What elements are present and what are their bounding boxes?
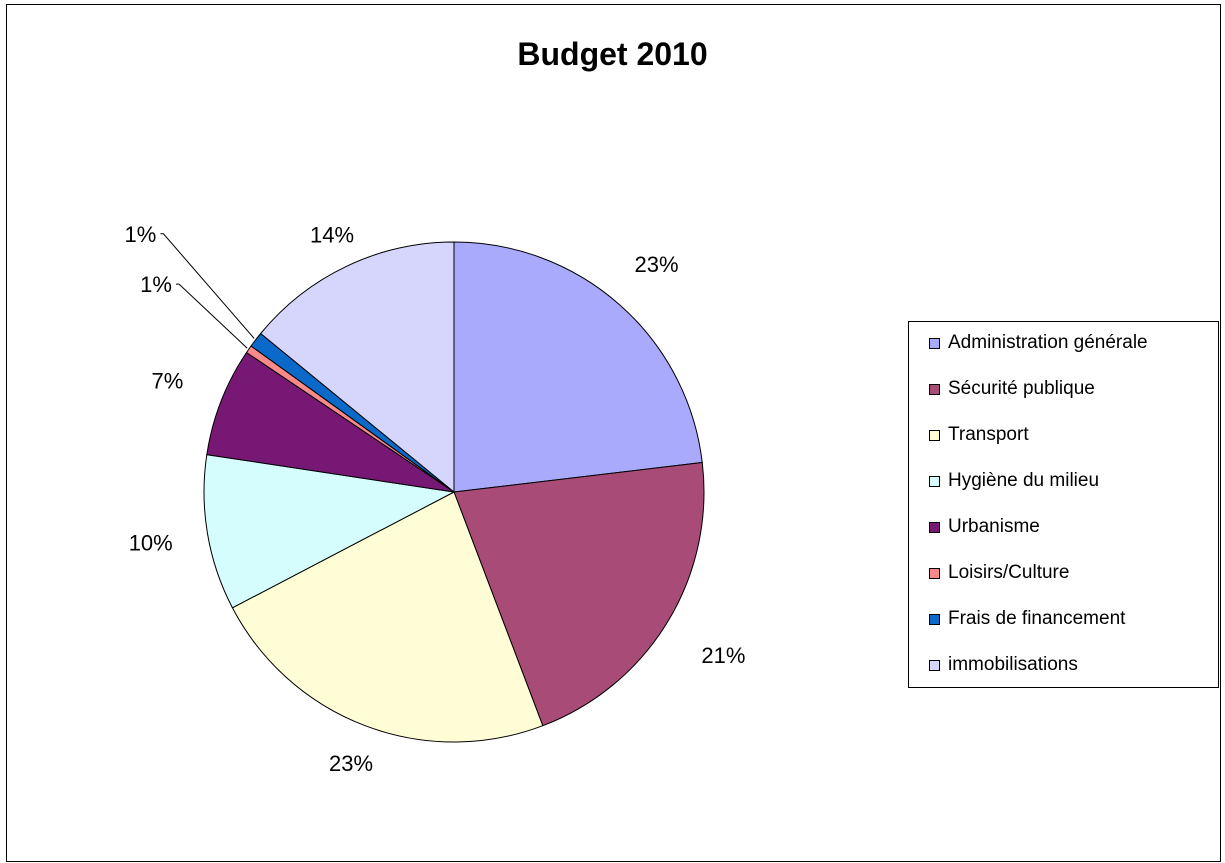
legend-swatch [929,337,940,349]
slice-immobilisations [259,241,455,494]
pie-slices [203,241,705,743]
legend-item-securite-publique: Sécurité publique [929,376,1095,402]
pct-label-hygiene-du-milieu: 10% [129,531,173,556]
leader-line-frais-de-financement [160,233,255,339]
pct-label-frais-de-financement: 1% [125,222,157,247]
pct-label-urbanisme: 7% [152,369,184,394]
legend-item-immobilisations: immobilisations [929,652,1078,678]
pie-labels: 23% 21% 23% 10% 7% 1% 1% 14% [125,222,746,776]
pct-label-loisirs-culture: 1% [140,272,172,297]
legend-item-urbanisme: Urbanisme [929,514,1040,540]
legend-item-loisirs-culture: Loisirs/Culture [929,560,1069,586]
pct-label-transport: 23% [329,751,373,776]
legend-label: Hygiène du milieu [948,470,1100,491]
legend-swatch [929,567,940,579]
pct-label-immobilisations: 14% [310,222,354,247]
legend-swatch [929,521,940,533]
legend-item-hygiene-du-milieu: Hygiène du milieu [929,468,1099,494]
legend: Administration générale Sécurité publique… [908,321,1219,688]
legend-swatch [929,475,940,487]
legend-swatch [929,429,940,441]
legend-label: Frais de financement [948,608,1126,629]
pct-label-securite-publique: 21% [701,643,745,668]
pct-label-administration-generale: 23% [635,252,679,277]
legend-label: Urbanisme [948,516,1040,537]
slice-urbanisme [206,351,455,493]
slice-administration-generale [453,241,703,493]
slice-transport [231,491,544,743]
legend-swatch [929,613,940,625]
legend-swatch [929,659,940,671]
legend-label: immobilisations [948,654,1078,675]
leader-line-loisirs-culture [176,283,248,349]
legend-label: Transport [948,424,1029,445]
legend-item-frais-de-financement: Frais de financement [929,606,1125,632]
legend-swatch [929,383,940,395]
legend-item-administration-generale: Administration générale [929,330,1148,356]
slice-hygiene-du-milieu [203,454,456,609]
chart-title: Budget 2010 [517,36,708,72]
legend-label: Sécurité publique [948,378,1095,399]
legend-label: Administration générale [948,332,1148,353]
legend-label: Loisirs/Culture [948,562,1070,583]
slice-securite-publique [453,461,705,727]
legend-item-transport: Transport [929,422,1029,448]
